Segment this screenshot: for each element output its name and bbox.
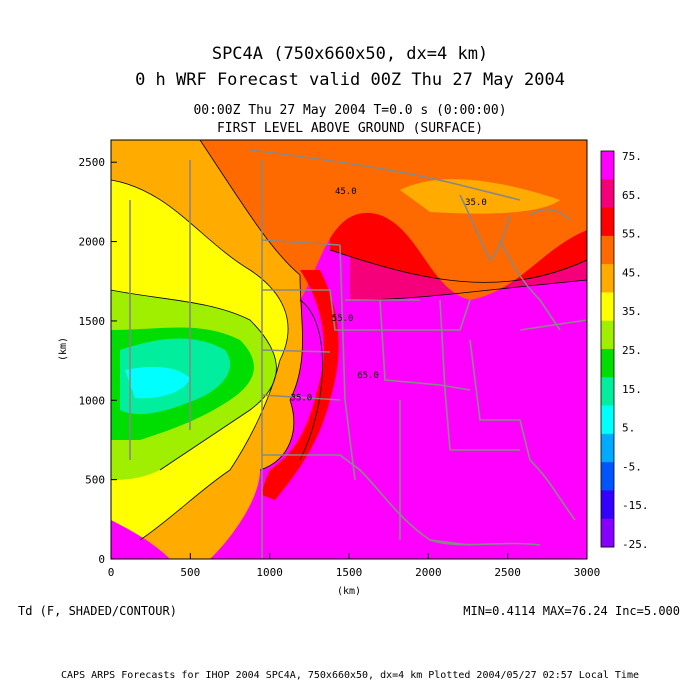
contour-label: 35.0 — [291, 393, 313, 403]
x-tick-label: 2500 — [494, 566, 521, 579]
colorbar-label: 35. — [622, 305, 642, 318]
x-tick-label: 2000 — [415, 566, 442, 579]
political-boundaries — [129, 149, 587, 559]
plot-title: SPC4A (750x660x50, dx=4 km) — [211, 44, 489, 64]
colorbar-swatch — [601, 264, 614, 293]
colorbar-label: -25. — [622, 538, 649, 551]
colorbar-swatch — [601, 377, 614, 407]
plot-subtitle: 0 h WRF Forecast valid 00Z Thu 27 May 20… — [135, 70, 565, 90]
colorbar-label: -15. — [622, 499, 649, 512]
y-tick-label: 2500 — [79, 156, 106, 169]
colorbar-swatch — [601, 405, 614, 435]
y-axis-label: (km) — [58, 337, 69, 361]
x-axis-label: (km) — [337, 586, 361, 597]
colorbar-swatch — [601, 349, 614, 378]
colorbar-swatch — [601, 292, 614, 322]
contour-label: 35.0 — [465, 198, 487, 208]
y-tick-label: 2000 — [79, 236, 106, 249]
colorbar-label: -5. — [622, 460, 642, 473]
colorbar-swatch — [601, 320, 614, 350]
colorbar-label: 75. — [622, 150, 642, 163]
colorbar-swatch — [601, 235, 614, 265]
y-axis: 0 500 1000 1500 2000 2500 — [79, 156, 117, 566]
colorbar-label: 55. — [622, 228, 642, 241]
y-tick-label: 500 — [85, 474, 105, 487]
colorbar-swatch — [601, 518, 614, 548]
colorbar-swatch — [601, 462, 614, 491]
colorbar-label: 25. — [622, 344, 642, 357]
level-label: FIRST LEVEL ABOVE GROUND (SURFACE) — [216, 121, 484, 136]
x-tick-label: 3000 — [574, 566, 601, 579]
colorbar-swatch — [601, 179, 614, 209]
x-tick-label: 500 — [180, 566, 200, 579]
contour-lines — [111, 140, 587, 541]
x-tick-label: 1500 — [336, 566, 363, 579]
contour-label: 55.0 — [332, 314, 354, 324]
colorbar-swatch — [601, 433, 614, 463]
y-tick-label: 0 — [98, 553, 105, 566]
field-lakes-35 — [400, 179, 560, 214]
dewpoint-field: 45.0 35.0 55.0 35.0 65.0 — [111, 140, 587, 559]
y-tick-label: 1500 — [79, 315, 106, 328]
colorbar-label: 5. — [622, 422, 635, 435]
colorbar-label: 45. — [622, 266, 642, 279]
x-axis: 0 500 1000 1500 2000 2500 3000 — [108, 553, 601, 579]
field-statistics: MIN=0.4114 MAX=76.24 Inc=5.000 — [463, 604, 680, 618]
variable-label: Td (F, SHADED/CONTOUR) — [18, 604, 177, 618]
contour-label: 65.0 — [357, 371, 379, 381]
colorbar-label: 65. — [622, 189, 642, 202]
field-band-5 — [125, 366, 190, 399]
colorbar-swatch — [601, 207, 614, 237]
colorbar-swatch — [601, 151, 614, 180]
field-dryline-edge — [262, 270, 339, 500]
contour-value-labels: 45.0 35.0 55.0 35.0 65.0 — [291, 187, 487, 403]
colorbar-swatch — [601, 490, 614, 520]
x-tick-label: 0 — [108, 566, 115, 579]
colorbar: 75. 65. 55. 45. 35. 25. 15. 5. -5. -15. -25. — [600, 150, 649, 551]
contour-label: 45.0 — [335, 187, 357, 197]
y-tick-label: 1000 — [79, 394, 106, 407]
footer-credit: CAPS ARPS Forecasts for IHOP 2004 SPC4A,… — [61, 670, 639, 681]
colorbar-frame — [600, 150, 615, 548]
colorbar-label: 15. — [622, 383, 642, 396]
valid-time-label: 00:00Z Thu 27 May 2004 T=0.0 s (0:00:00) — [193, 103, 507, 118]
x-tick-label: 1000 — [256, 566, 283, 579]
